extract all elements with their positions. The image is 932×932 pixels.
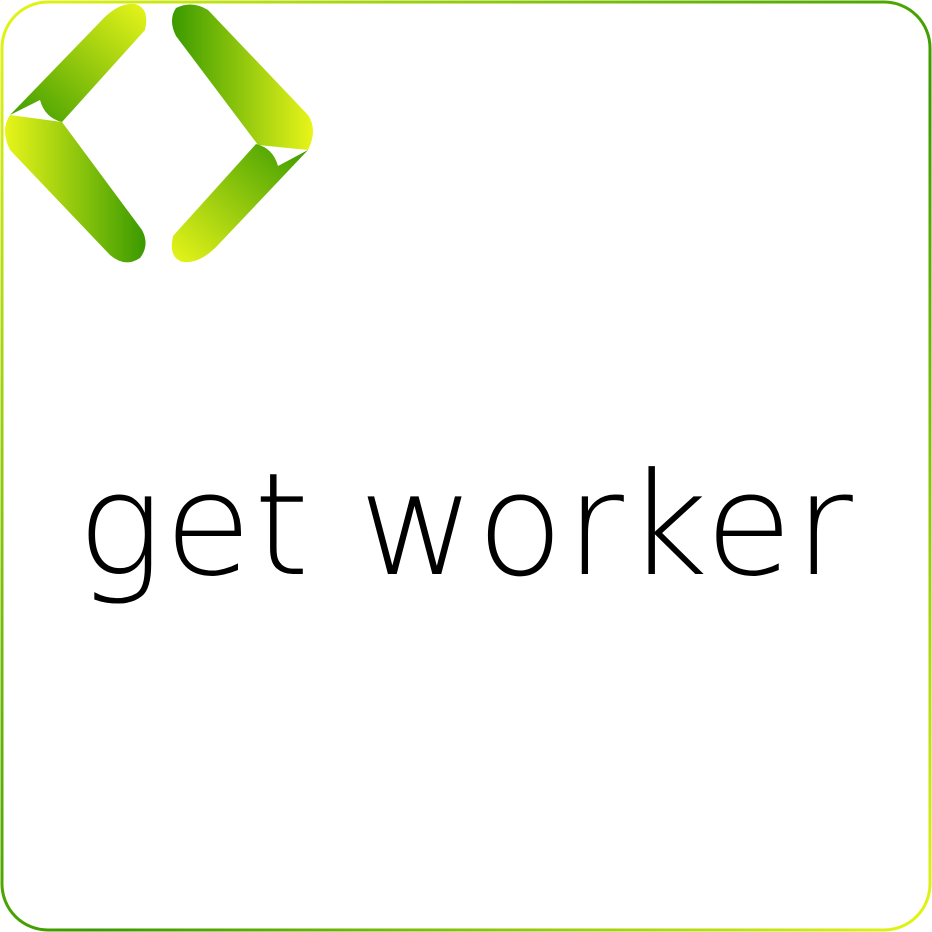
right-bracket-upper xyxy=(172,4,313,151)
left-bracket-lower xyxy=(5,115,146,263)
left-bracket-upper xyxy=(10,3,147,122)
code-brackets-icon xyxy=(5,3,313,263)
right-bracket-lower xyxy=(171,144,308,263)
brand-wordmark: get worker xyxy=(77,443,855,608)
